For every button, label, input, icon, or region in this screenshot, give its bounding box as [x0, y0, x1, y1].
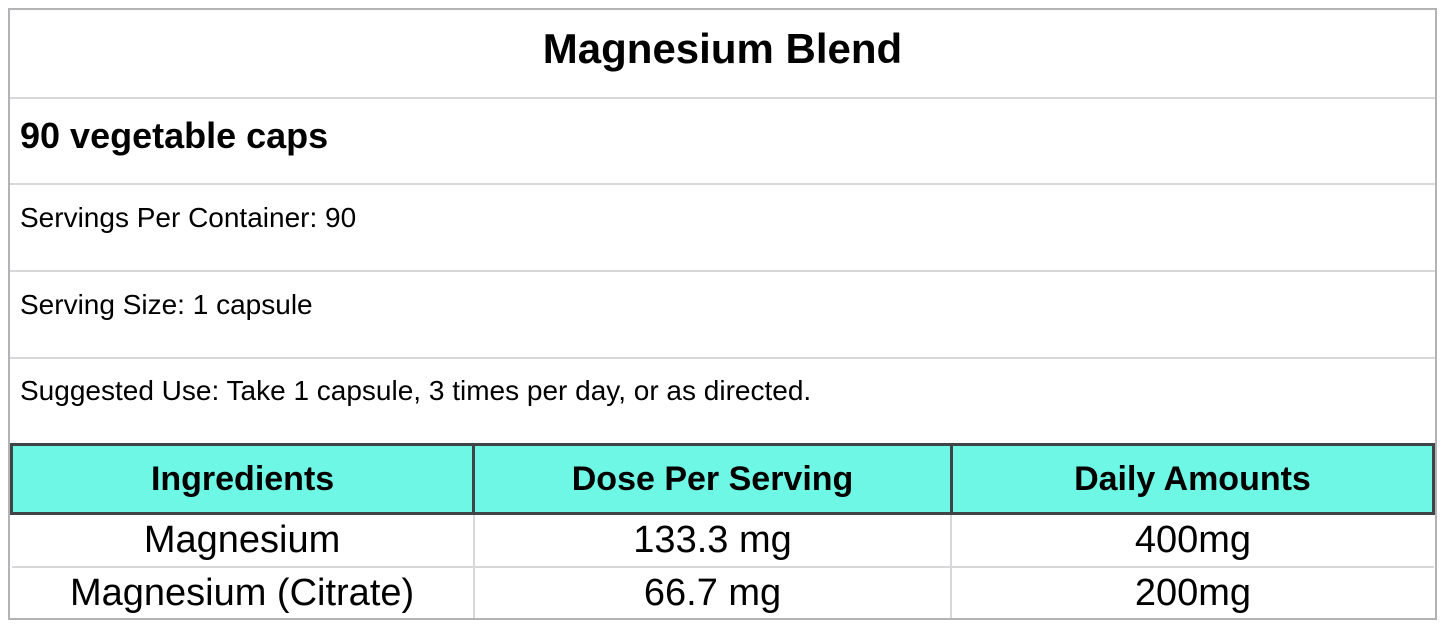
servings-per-container-row: Servings Per Container: 90 [10, 183, 1435, 270]
suggested-use-row: Suggested Use: Take 1 capsule, 3 times p… [10, 357, 1435, 443]
cell-dose-per-serving: 133.3 mg [472, 512, 953, 568]
cell-daily-amount: 200mg [950, 565, 1434, 618]
table-row: Magnesium (Citrate) 66.7 mg 200mg [11, 565, 1434, 618]
column-header-dose-per-serving: Dose Per Serving [472, 443, 953, 515]
cell-dose-per-serving: 66.7 mg [472, 565, 953, 618]
serving-size-row: Serving Size: 1 capsule [10, 270, 1435, 357]
capsule-count-row: 90 vegetable caps [10, 97, 1435, 183]
cell-ingredient-name: Magnesium [11, 512, 475, 568]
capsule-count-text: 90 vegetable caps [20, 115, 329, 156]
ingredients-table: Ingredients Dose Per Serving Daily Amoun… [10, 443, 1435, 618]
cell-daily-amount: 400mg [950, 512, 1434, 568]
page-title-row: Magnesium Blend [10, 10, 1435, 97]
table-header-row: Ingredients Dose Per Serving Daily Amoun… [10, 443, 1435, 515]
supplement-label-card: Magnesium Blend 90 vegetable caps Servin… [8, 8, 1437, 620]
column-header-ingredients: Ingredients [10, 443, 476, 515]
serving-size-text: Serving Size: 1 capsule [20, 288, 313, 320]
table-row: Magnesium 133.3 mg 400mg [11, 512, 1434, 568]
cell-ingredient-name: Magnesium (Citrate) [11, 565, 475, 618]
column-header-daily-amounts: Daily Amounts [949, 443, 1435, 515]
page-title: Magnesium Blend [542, 24, 903, 72]
suggested-use-text: Suggested Use: Take 1 capsule, 3 times p… [20, 375, 812, 406]
servings-per-container-text: Servings Per Container: 90 [20, 201, 357, 233]
